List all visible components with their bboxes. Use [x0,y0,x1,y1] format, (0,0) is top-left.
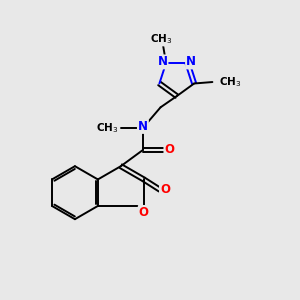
Text: O: O [160,183,170,196]
Text: CH$_3$: CH$_3$ [150,32,173,46]
Text: N: N [138,120,148,133]
Text: CH$_3$: CH$_3$ [96,121,119,134]
Text: N: N [158,56,167,68]
Text: O: O [139,206,149,219]
Text: CH$_3$: CH$_3$ [219,75,241,89]
Text: N: N [186,56,196,68]
Text: O: O [164,143,174,157]
